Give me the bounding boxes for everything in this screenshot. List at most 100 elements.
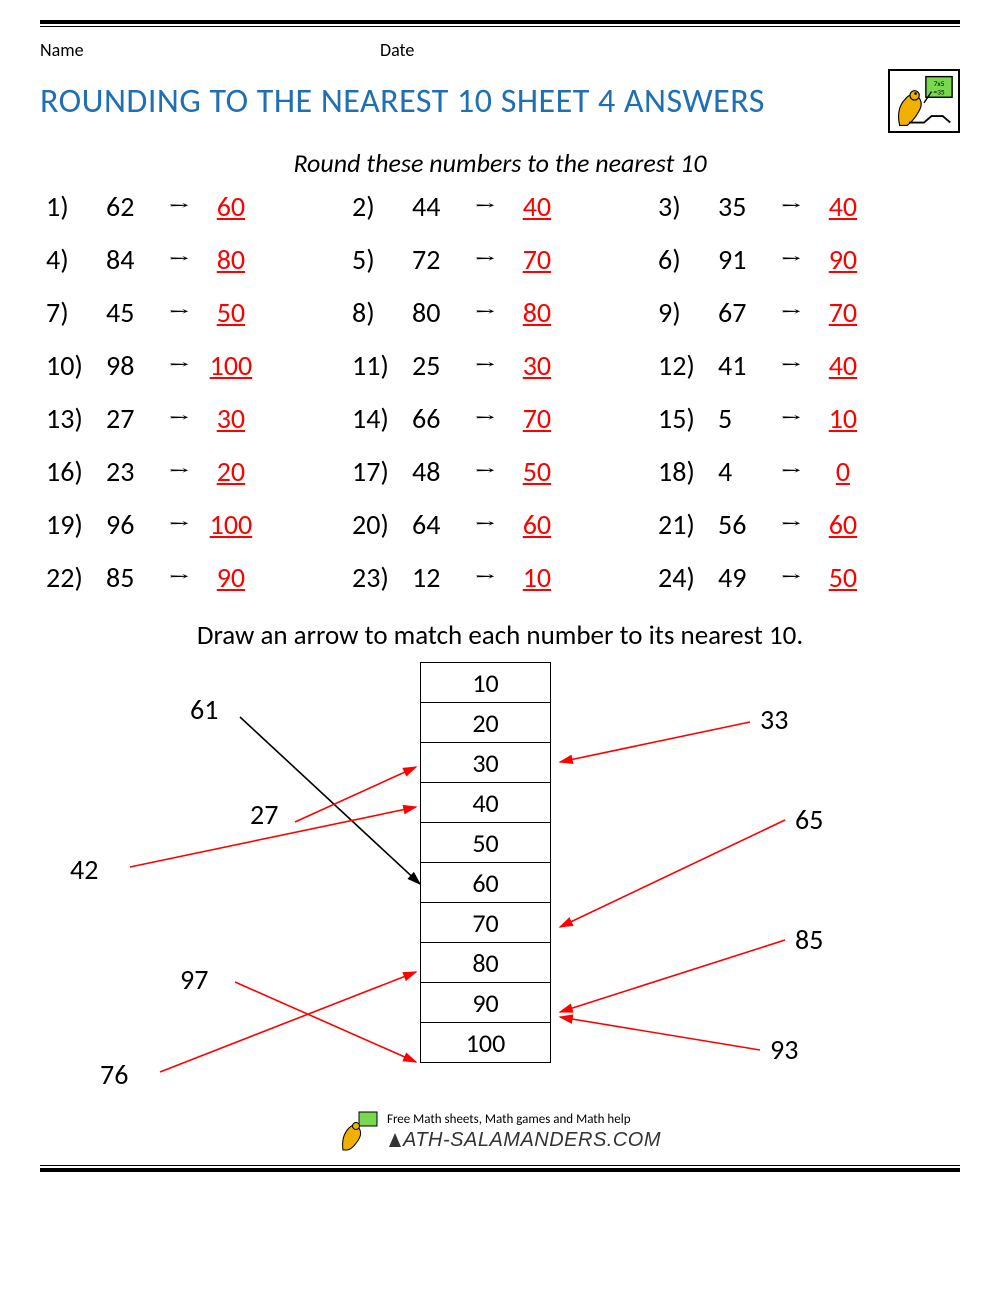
problem-item: 14)66 → 70 bbox=[352, 401, 648, 436]
problem-item: 4)84→80 bbox=[46, 242, 342, 277]
problem-item: 20)64→60 bbox=[352, 507, 648, 542]
problem-value: 85 bbox=[106, 560, 152, 595]
diagram-label: 65 bbox=[795, 802, 823, 837]
problem-item: 10)98→100 bbox=[46, 348, 342, 383]
problem-answer: 0 bbox=[818, 454, 868, 489]
problem-number: 5) bbox=[352, 242, 412, 277]
problem-value: 5 bbox=[718, 401, 764, 436]
page-title: ROUNDING TO THE NEAREST 10 SHEET 4 ANSWE… bbox=[40, 81, 765, 122]
match-arrow bbox=[235, 982, 416, 1062]
arrow-icon: → bbox=[474, 350, 496, 382]
arrow-icon: → bbox=[780, 509, 802, 541]
tens-cell: 80 bbox=[421, 943, 551, 983]
problem-answer: 50 bbox=[818, 560, 868, 595]
problem-value: 48 bbox=[412, 454, 458, 489]
rule-bottom-thin bbox=[40, 1165, 960, 1166]
problem-answer: 70 bbox=[818, 295, 868, 330]
diagram-label: 76 bbox=[100, 1057, 128, 1092]
salamander-logo-icon: 7x5 =35 bbox=[888, 69, 960, 133]
problem-answer: 40 bbox=[818, 348, 868, 383]
problem-number: 24) bbox=[658, 560, 718, 595]
title-row: ROUNDING TO THE NEAREST 10 SHEET 4 ANSWE… bbox=[40, 69, 960, 133]
problem-answer: 60 bbox=[206, 189, 256, 224]
rule-top-thick bbox=[40, 20, 960, 24]
problem-item: 2)44→40 bbox=[352, 189, 648, 224]
problem-item: 1)62→60 bbox=[46, 189, 342, 224]
arrow-icon: → bbox=[474, 509, 496, 541]
arrow-icon: → bbox=[780, 562, 802, 594]
problem-answer: 80 bbox=[206, 242, 256, 277]
diagram-label: 85 bbox=[795, 922, 823, 957]
arrow-icon: → bbox=[474, 403, 496, 435]
problem-answer: 30 bbox=[206, 401, 256, 436]
problem-value: 67 bbox=[718, 295, 764, 330]
problem-number: 22) bbox=[46, 560, 106, 595]
problem-item: 13)27→30 bbox=[46, 401, 342, 436]
arrow-icon: → bbox=[474, 244, 496, 276]
problem-item: 19)96→100 bbox=[46, 507, 342, 542]
problem-item: 21)56→60 bbox=[658, 507, 954, 542]
svg-text:=35: =35 bbox=[933, 88, 945, 97]
problem-answer: 50 bbox=[206, 295, 256, 330]
match-arrow bbox=[560, 940, 785, 1012]
problem-item: 7)45→50 bbox=[46, 295, 342, 330]
header-row: Name Date bbox=[40, 39, 960, 61]
tens-cell: 10 bbox=[421, 663, 551, 703]
problem-item: 5)72→70 bbox=[352, 242, 648, 277]
problem-value: 72 bbox=[412, 242, 458, 277]
diagram-label: 42 bbox=[70, 852, 98, 887]
arrow-icon: → bbox=[780, 350, 802, 382]
problem-item: 23)12 → 10 bbox=[352, 560, 648, 595]
problem-answer: 70 bbox=[512, 401, 562, 436]
problem-value: 45 bbox=[106, 295, 152, 330]
problem-value: 98 bbox=[106, 348, 152, 383]
footer: Free Math sheets, Math games and Math he… bbox=[40, 1110, 960, 1159]
problem-value: 96 bbox=[106, 507, 152, 542]
arrow-icon: → bbox=[780, 456, 802, 488]
problem-number: 4) bbox=[46, 242, 106, 277]
problem-item: 16)23 → 20 bbox=[46, 454, 342, 489]
arrow-icon: → bbox=[168, 456, 190, 488]
tens-cell: 60 bbox=[421, 863, 551, 903]
problem-answer: 100 bbox=[206, 348, 256, 383]
problem-number: 15) bbox=[658, 401, 718, 436]
problem-value: 66 bbox=[412, 401, 458, 436]
arrow-icon: → bbox=[168, 191, 190, 223]
diagram-label: 27 bbox=[250, 797, 278, 832]
problem-value: 23 bbox=[106, 454, 152, 489]
arrow-icon: → bbox=[474, 297, 496, 329]
problem-number: 16) bbox=[46, 454, 106, 489]
problem-answer: 60 bbox=[818, 507, 868, 542]
problem-number: 9) bbox=[658, 295, 718, 330]
problem-item: 18)4→0 bbox=[658, 454, 954, 489]
tens-cell: 40 bbox=[421, 783, 551, 823]
match-arrow bbox=[295, 767, 416, 822]
problem-item: 12)41→40 bbox=[658, 348, 954, 383]
problem-answer: 90 bbox=[818, 242, 868, 277]
problem-value: 27 bbox=[106, 401, 152, 436]
arrow-icon: → bbox=[474, 456, 496, 488]
instruction-match: Draw an arrow to match each number to it… bbox=[40, 619, 960, 652]
problem-number: 14) bbox=[352, 401, 412, 436]
problem-value: 49 bbox=[718, 560, 764, 595]
arrow-icon: → bbox=[168, 350, 190, 382]
arrow-icon: → bbox=[168, 509, 190, 541]
arrow-icon: → bbox=[168, 562, 190, 594]
problem-number: 23) bbox=[352, 560, 412, 595]
arrow-icon: → bbox=[780, 191, 802, 223]
problem-item: 8)80→80 bbox=[352, 295, 648, 330]
problem-answer: 20 bbox=[206, 454, 256, 489]
problem-answer: 40 bbox=[818, 189, 868, 224]
problem-number: 7) bbox=[46, 295, 106, 330]
problem-value: 80 bbox=[412, 295, 458, 330]
problem-answer: 30 bbox=[512, 348, 562, 383]
diagram-label: 93 bbox=[770, 1032, 798, 1067]
problem-number: 18) bbox=[658, 454, 718, 489]
problem-value: 12 bbox=[412, 560, 458, 595]
match-arrow bbox=[560, 1017, 760, 1050]
problem-item: 15)5→10 bbox=[658, 401, 954, 436]
arrow-icon: → bbox=[474, 562, 496, 594]
problem-item: 24)49 → 50 bbox=[658, 560, 954, 595]
arrow-icon: → bbox=[780, 403, 802, 435]
problem-answer: 10 bbox=[512, 560, 562, 595]
